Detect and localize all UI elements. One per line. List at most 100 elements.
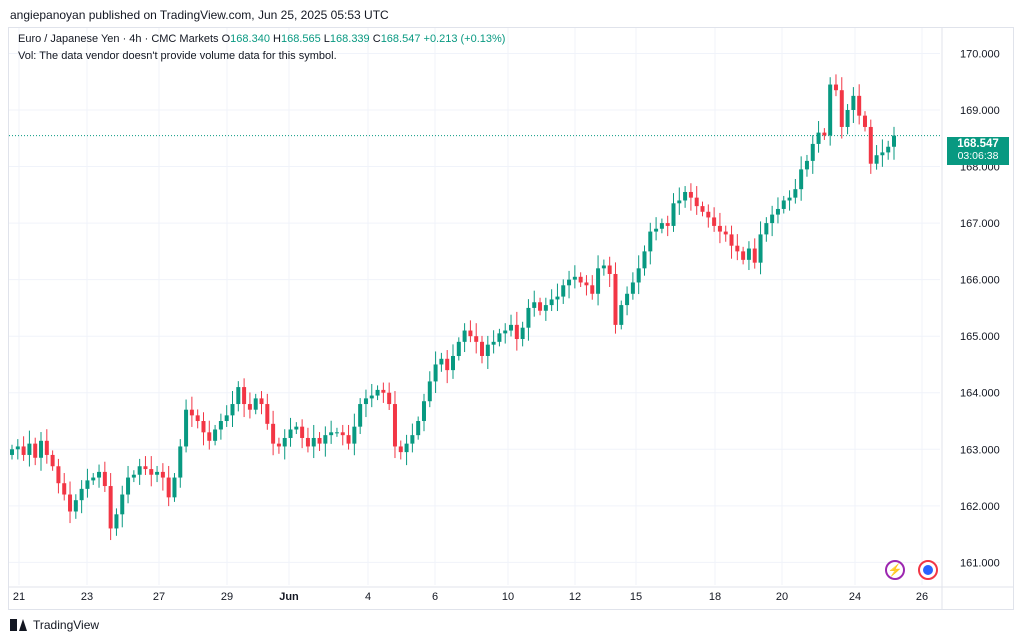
candle-up [184, 409, 189, 447]
candle-down [735, 245, 740, 252]
candle-up [804, 160, 809, 170]
candle-up [39, 440, 44, 458]
candle-up [131, 474, 136, 478]
candle-down [300, 426, 305, 438]
candle-down [62, 483, 67, 495]
candle-up [172, 477, 177, 498]
y-tick-label: 164.000 [960, 388, 1000, 400]
candle-up [497, 333, 502, 342]
y-tick-label: 166.000 [960, 275, 1000, 287]
bolt-icon[interactable]: ⚡ [885, 560, 905, 580]
candle-down [857, 95, 862, 116]
candle-down [445, 358, 450, 371]
candle-down [538, 302, 543, 311]
candle-down [242, 387, 247, 405]
candle-up [787, 197, 792, 201]
candle-up [363, 398, 368, 405]
high-label: H [273, 33, 281, 45]
y-tick-label: 165.000 [960, 331, 1000, 343]
candle-up [421, 401, 426, 422]
candle-up [572, 276, 577, 280]
candle-down [247, 404, 252, 410]
candle-up [15, 446, 20, 450]
current-price-value: 168.547 [957, 138, 999, 150]
candle-up [677, 200, 682, 204]
candle-down [276, 443, 281, 447]
candle-up [85, 480, 90, 489]
candle-down [149, 469, 154, 475]
candle-down [723, 231, 728, 235]
candle-down [514, 324, 519, 340]
y-tick-label: 167.000 [960, 218, 1000, 230]
candle-down [398, 446, 403, 453]
candle-down [590, 285, 595, 294]
candle-up [253, 398, 258, 410]
open-label: O [221, 33, 231, 45]
candle-down [68, 494, 73, 512]
candle-up [561, 285, 566, 297]
candle-down [166, 477, 171, 498]
current-price-tag: 168.547 03:06:38 [947, 137, 1009, 165]
candle-up [73, 500, 78, 512]
candle-up [630, 282, 635, 294]
candle-down [613, 273, 618, 325]
candle-down [108, 486, 113, 529]
y-tick-label: 163.000 [960, 444, 1000, 456]
candle-up [567, 279, 572, 286]
candle-up [654, 228, 659, 232]
candle-up [642, 251, 647, 269]
volume-note: Vol: The data vendor doesn't provide vol… [18, 50, 337, 62]
candle-down [862, 115, 867, 127]
candle-down [317, 437, 322, 444]
candle-down [706, 211, 711, 218]
y-tick-label: 162.000 [960, 501, 1000, 513]
candle-down [265, 404, 270, 424]
x-tick-label: 29 [221, 591, 233, 603]
tradingview-brand[interactable]: TradingView [10, 618, 99, 632]
candle-down [839, 90, 844, 127]
x-tick-label: 6 [432, 591, 438, 603]
candle-up [549, 299, 554, 306]
candle-down [259, 398, 264, 405]
candle-down [271, 423, 276, 444]
candle-down [584, 282, 589, 286]
candle-up [683, 191, 688, 201]
candle-up [451, 355, 455, 371]
candle-down [50, 454, 55, 467]
candle-up [439, 358, 444, 365]
candle-up [781, 200, 786, 209]
candle-up [218, 421, 223, 430]
candle-down [143, 466, 148, 470]
candle-up [375, 389, 380, 396]
candle-up [416, 421, 421, 436]
x-tick-label: 18 [709, 591, 721, 603]
candle-down [56, 466, 61, 484]
x-tick-label: 15 [630, 591, 642, 603]
x-tick-label: 4 [365, 591, 371, 603]
x-tick-label: 26 [916, 591, 928, 603]
candle-up [816, 132, 821, 144]
x-tick-label: Jun [279, 591, 299, 603]
candle-up [352, 426, 357, 444]
brand-label: TradingView [33, 618, 100, 632]
change-value: +0.213 (+0.13%) [423, 33, 506, 45]
candle-up [555, 296, 560, 300]
candle-down [392, 404, 397, 447]
publisher-line: angiepanoyan published on TradingView.co… [10, 8, 389, 22]
candle-up [27, 443, 32, 455]
candle-down [717, 225, 722, 232]
candle-up [155, 471, 160, 475]
candle-up [404, 443, 409, 453]
x-tick-label: 12 [569, 591, 581, 603]
candle-down [480, 341, 485, 356]
y-tick-label: 161.000 [960, 557, 1000, 569]
symbol-label[interactable]: Euro / Japanese Yen · 4h · CMC Markets [18, 33, 219, 45]
x-tick-label: 23 [81, 591, 93, 603]
candle-up [758, 234, 763, 263]
high-value: 168.565 [280, 33, 321, 45]
candle-up [334, 432, 339, 434]
globe-icon[interactable] [918, 560, 938, 580]
candle-down [700, 206, 705, 212]
candle-down [474, 336, 479, 342]
